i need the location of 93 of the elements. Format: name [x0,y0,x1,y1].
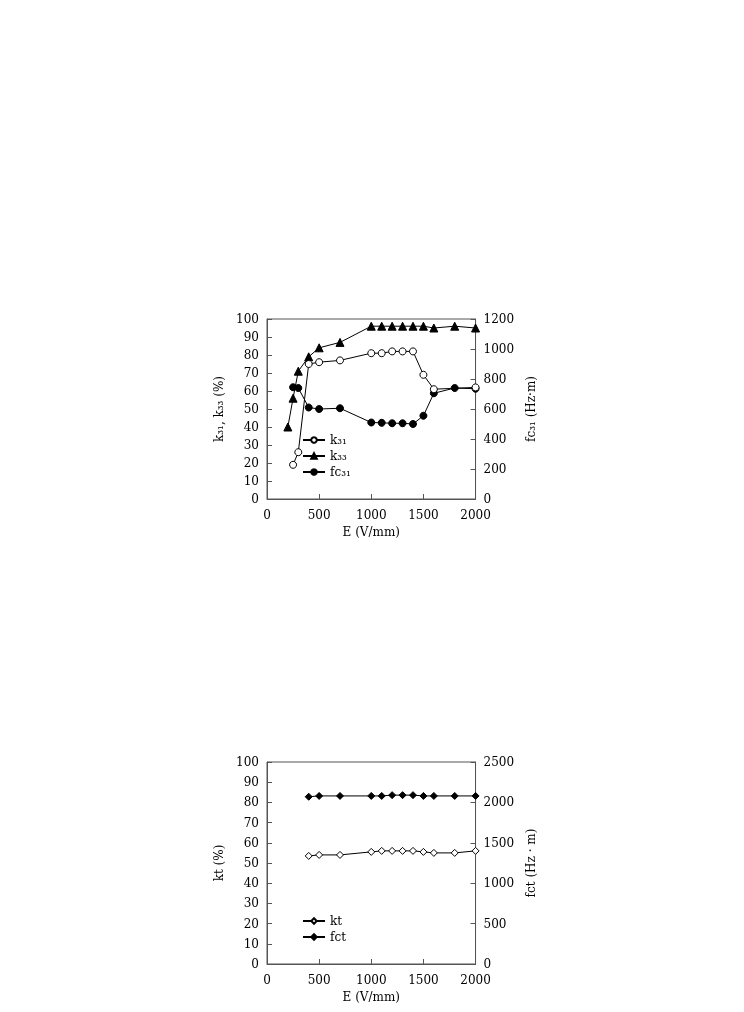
x-tick-label: 1500 [408,973,439,987]
point [429,385,438,394]
x-tick-label: 0 [263,508,271,522]
y-tick-label: 0 [251,492,259,506]
y-tick-label: 40 [243,876,259,891]
point [377,418,386,427]
point [294,448,303,457]
x-tick-label: 2000 [460,508,491,522]
point [398,419,407,428]
y-tick-label: 100 [236,755,259,769]
y2-tick-label: 1000 [483,342,515,356]
point [388,347,397,356]
x-tick-label: 1000 [356,508,387,522]
y2-tick-label: 1500 [483,835,515,850]
y-tick-label: 30 [243,438,259,452]
y-tick-label: 60 [243,384,259,398]
x-tick-label: 500 [307,973,331,987]
legend-label: k₃₃ [330,449,348,463]
y-tick-label: 80 [243,795,259,810]
y2-axis-title: fc₃₁ (Hz·m) [524,376,538,442]
point [408,321,418,331]
y-tick-label: 50 [243,856,259,870]
point [418,321,428,331]
y-tick-label: 30 [243,896,259,911]
legend-label: fc₃₁ [330,465,351,479]
point [409,347,417,356]
y-tick-label: 70 [243,815,259,830]
point [336,356,344,365]
x-axis-title: E (V/mm) [342,524,400,539]
point [304,360,313,368]
y2-tick-label: 2500 [483,755,515,769]
point [294,384,303,392]
point [377,321,387,331]
point [398,321,408,331]
y-tick-label: 20 [243,916,259,931]
point [304,403,313,412]
y2-tick-label: 200 [483,462,507,476]
y-axis-title: kt (%) [212,844,227,882]
y-tick-label: 10 [243,474,259,488]
point [366,321,376,331]
point [315,358,324,367]
y2-tick-label: 400 [483,432,507,446]
point [429,323,439,333]
y2-tick-label: 2000 [483,795,515,810]
point [304,352,314,362]
point [335,337,345,347]
y-axis-title: k₃₁, k₃₃ (%) [212,376,227,442]
y-tick-label: 80 [243,348,259,362]
y-tick-label: 20 [243,456,259,470]
point [419,370,428,379]
x-tick-label: 1000 [356,973,387,987]
y2-axis-title: fct (Hz · m) [524,828,538,898]
point [367,418,376,427]
point [293,366,303,376]
point [387,321,397,331]
y2-tick-label: 600 [483,402,507,416]
y-tick-label: 10 [243,936,259,951]
point [419,411,428,420]
point [315,405,324,413]
point [398,347,407,356]
y-tick-label: 60 [243,835,259,850]
legend-label: k₃₁ [330,433,347,447]
point [388,419,397,428]
x-tick-label: 1500 [408,508,439,522]
legend-label: fct [330,930,347,944]
legend-label: kt [330,914,343,928]
y-tick-label: 70 [243,366,259,380]
point [367,349,376,358]
y2-tick-label: 1000 [483,876,515,891]
y-tick-label: 90 [243,330,259,344]
y-tick-label: 50 [243,402,259,416]
y2-tick-label: 1200 [483,312,515,326]
y-tick-label: 100 [236,312,259,326]
y2-tick-label: 500 [483,916,507,931]
point [289,460,298,469]
x-tick-label: 500 [307,508,331,522]
point [314,343,324,353]
y-tick-label: 90 [243,775,259,790]
point [450,321,460,331]
x-tick-label: 0 [263,973,271,987]
x-axis-title: E (V/mm) [342,989,400,1004]
point [283,422,293,432]
point [409,420,417,428]
y-tick-label: 40 [243,420,259,434]
y2-tick-label: 800 [483,372,507,386]
y2-tick-label: 0 [483,492,492,506]
y-tick-label: 0 [251,957,259,971]
x-tick-label: 2000 [460,973,491,987]
y2-tick-label: 0 [483,957,492,971]
point [336,404,344,413]
point [471,323,481,333]
point [288,393,298,403]
point [377,349,386,358]
